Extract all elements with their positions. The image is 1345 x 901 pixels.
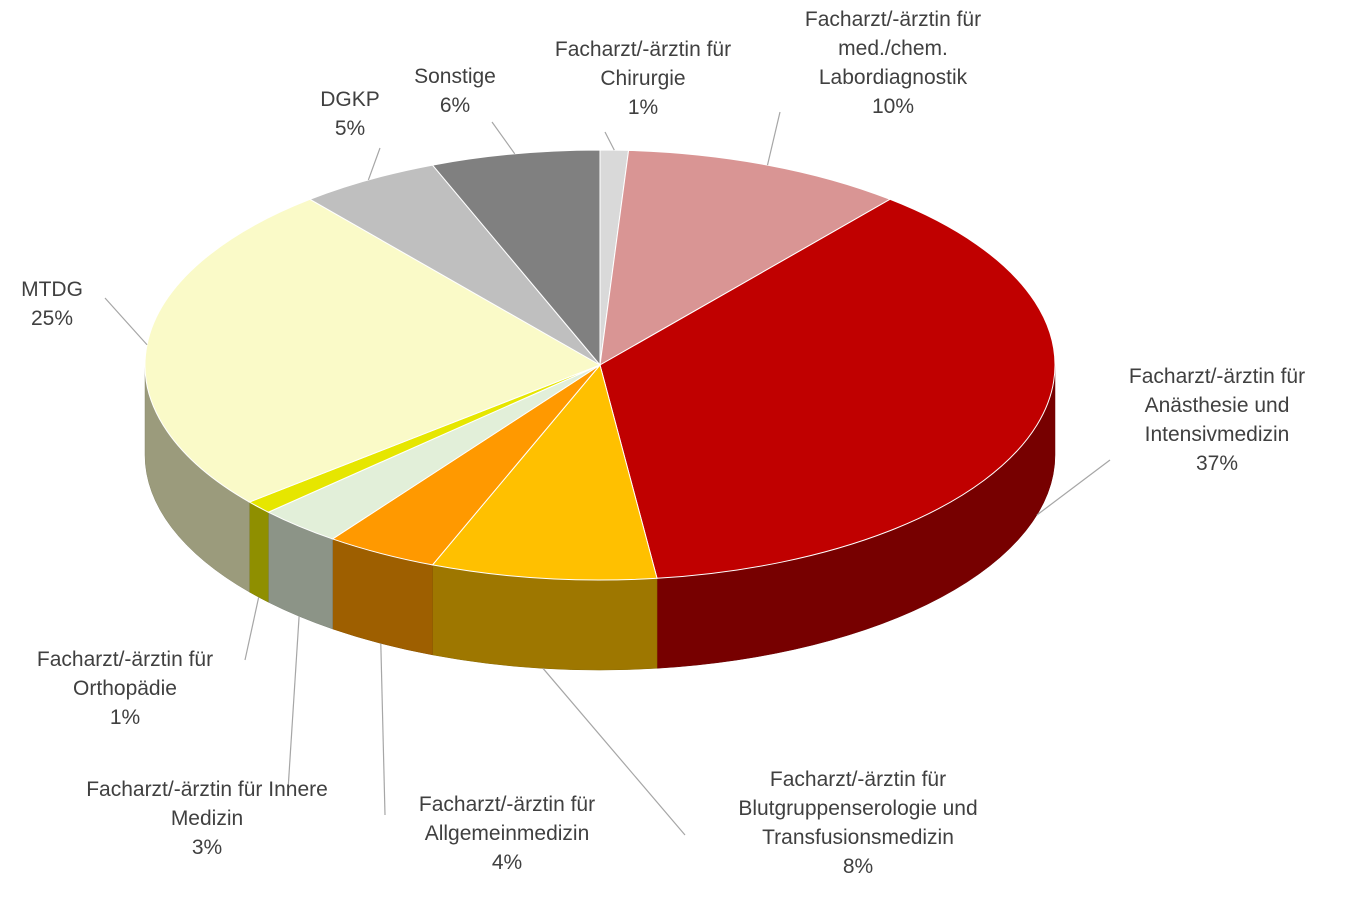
- category-label: Facharzt/-ärztin für Orthopädie: [36, 648, 214, 700]
- leader-line: [491, 121, 516, 155]
- category-label: Facharzt/-ärztin für Anästhesie und Inte…: [1128, 365, 1306, 446]
- leader-line: [104, 297, 148, 346]
- value-label: 1%: [109, 706, 141, 729]
- data-label: MTDG 25%: [2, 275, 102, 333]
- value-label: 4%: [491, 851, 523, 874]
- data-label: Sonstige 6%: [395, 62, 515, 120]
- pie-sides: [144, 364, 1056, 671]
- data-label: Facharzt/-ärztin für Innere Medizin 3%: [82, 775, 332, 862]
- label-box: DGKP 5%: [300, 85, 400, 143]
- leader-line: [542, 667, 686, 836]
- label-box: Facharzt/-ärztin für Anästhesie und Inte…: [1092, 362, 1342, 478]
- label-box: Facharzt/-ärztin für Orthopädie 1%: [0, 645, 250, 732]
- value-label: 8%: [842, 855, 874, 878]
- label-box: Facharzt/-ärztin für med./chem. Labordia…: [768, 5, 1018, 121]
- slice: [599, 149, 892, 366]
- slice: [431, 363, 658, 581]
- pie-top: [144, 149, 1056, 581]
- data-label: DGKP 5%: [300, 85, 400, 143]
- data-label: Facharzt/-ärztin für med./chem. Labordia…: [768, 5, 1018, 121]
- label-box: Sonstige 6%: [395, 62, 515, 120]
- category-label: Facharzt/-ärztin für Chirurgie: [554, 38, 732, 90]
- leader-line: [1036, 459, 1111, 516]
- category-label: DGKP: [320, 88, 380, 111]
- label-box: Facharzt/-ärztin für Innere Medizin 3%: [82, 775, 332, 862]
- value-label: 5%: [334, 117, 366, 140]
- leader-line: [766, 111, 781, 166]
- category-label: Facharzt/-ärztin für med./chem. Labordia…: [804, 8, 982, 89]
- leader-line: [244, 597, 260, 661]
- category-label: Facharzt/-ärztin für Allgemeinmedizin: [418, 793, 596, 845]
- leader-line: [287, 616, 300, 791]
- category-label: Sonstige: [414, 65, 496, 88]
- data-label: Facharzt/-ärztin für Anästhesie und Inte…: [1092, 362, 1342, 478]
- data-label: Facharzt/-ärztin für Allgemeinmedizin 4%: [382, 790, 632, 877]
- slice: [144, 198, 602, 503]
- label-box: MTDG 25%: [2, 275, 102, 333]
- slice: [599, 198, 1056, 579]
- leader-line: [380, 643, 386, 816]
- value-label: 1%: [627, 96, 659, 119]
- slice-side: [432, 564, 658, 671]
- value-label: 25%: [30, 307, 74, 330]
- leader-line: [367, 147, 381, 181]
- value-label: 10%: [871, 95, 915, 118]
- value-label: 6%: [439, 94, 471, 117]
- label-box: Facharzt/-ärztin für Allgemeinmedizin 4%: [382, 790, 632, 877]
- data-label: Facharzt/-ärztin für Blutgruppenserologi…: [693, 765, 1023, 881]
- value-label: 37%: [1195, 452, 1239, 475]
- label-box: Facharzt/-ärztin für Blutgruppenserologi…: [693, 765, 1023, 881]
- category-label: Facharzt/-ärztin für Innere Medizin: [86, 778, 328, 830]
- category-label: Facharzt/-ärztin für Blutgruppenserologi…: [738, 768, 978, 849]
- data-label: Facharzt/-ärztin für Orthopädie 1%: [0, 645, 250, 732]
- label-box: Facharzt/-ärztin für Chirurgie 1%: [518, 35, 768, 122]
- slice-side: [249, 501, 269, 603]
- leader-line: [604, 131, 615, 151]
- slice: [308, 164, 601, 366]
- value-label: 3%: [191, 836, 223, 859]
- data-label: Facharzt/-ärztin für Chirurgie 1%: [518, 35, 768, 122]
- category-label: MTDG: [21, 278, 83, 301]
